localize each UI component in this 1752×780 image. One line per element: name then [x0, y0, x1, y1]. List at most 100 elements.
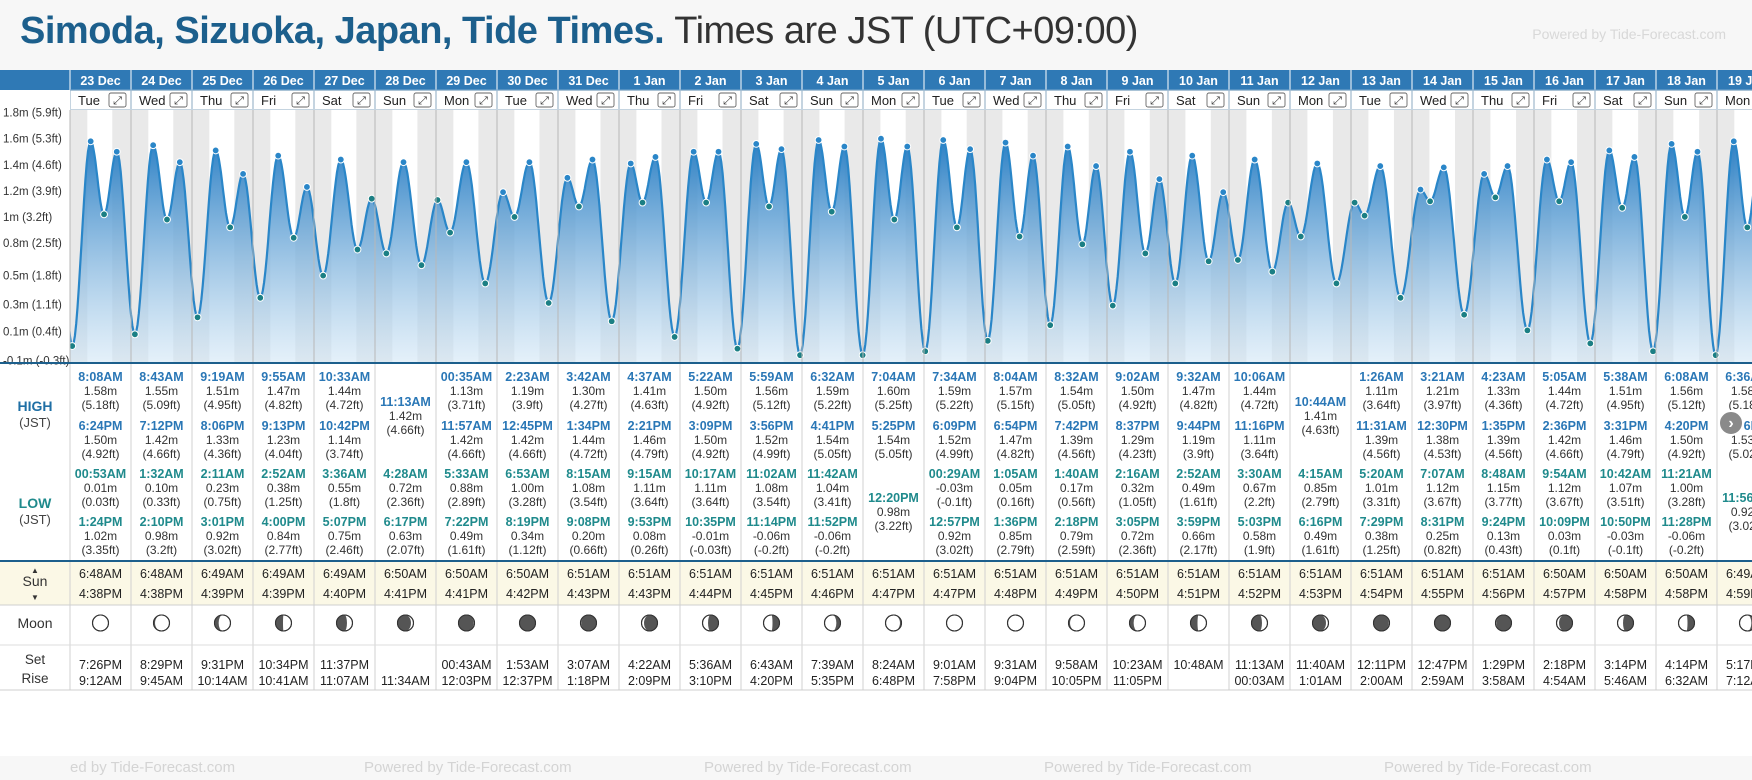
low-tide-time: 12:57PM: [929, 515, 980, 529]
expand-day-button[interactable]: [1511, 92, 1530, 108]
expand-day-button[interactable]: [169, 92, 188, 108]
low-tide-height: 0.92m: [206, 529, 239, 543]
low-tide-height: 0.34m: [511, 529, 544, 543]
low-tide-time: 1:36PM: [994, 515, 1038, 529]
high-tide-height: 1.44m: [1548, 384, 1581, 398]
expand-day-button[interactable]: [1328, 92, 1347, 108]
expand-icon: ⤢: [662, 95, 671, 107]
day-weekday: Thu: [200, 93, 222, 108]
high-tide-time: 3:56PM: [750, 419, 794, 433]
high-tide-height: 1.39m: [1060, 433, 1093, 447]
low-tide-point: [1108, 301, 1117, 310]
low-tide-height: 1.08m: [572, 481, 605, 495]
high-tide-height-ft: (4.82ft): [1179, 398, 1217, 412]
day-weekday: Mon: [1298, 93, 1323, 108]
high-tide-height-ft: (4.56ft): [1362, 447, 1400, 461]
moon-shadow: [1434, 615, 1451, 631]
expand-day-button[interactable]: [779, 92, 798, 108]
expand-day-button[interactable]: [718, 92, 737, 108]
expand-day-button[interactable]: [901, 92, 920, 108]
expand-day-button[interactable]: [1450, 92, 1469, 108]
expand-day-button[interactable]: [1389, 92, 1408, 108]
high-tide-height-ft: (4.66ft): [508, 447, 546, 461]
low-tide-time: 5:03PM: [1238, 515, 1282, 529]
expand-day-button[interactable]: [962, 92, 981, 108]
expand-day-button[interactable]: [230, 92, 249, 108]
expand-day-button[interactable]: [840, 92, 859, 108]
low-tide-height: 1.07m: [1609, 481, 1642, 495]
high-tide-height: 1.50m: [694, 433, 727, 447]
low-tide-point: [575, 202, 583, 211]
low-tide-height: -0.06m: [814, 529, 851, 543]
low-tide-time: 10:35PM: [685, 515, 736, 529]
moonset-time: 11:13AM: [1235, 658, 1284, 672]
moonrise-time: 3:58AM: [1482, 674, 1525, 688]
low-tide-height: -0.03m: [936, 481, 973, 495]
expand-day-button[interactable]: [596, 92, 615, 108]
sunset-time: 4:47PM: [872, 587, 915, 601]
sunset-time: 4:50PM: [1116, 587, 1159, 601]
high-tide-time: 11:57AM: [441, 419, 492, 433]
expand-icon: ⤢: [723, 95, 732, 107]
expand-day-button[interactable]: [1084, 92, 1103, 108]
high-tide-time: 11:13AM: [380, 395, 431, 409]
expand-day-button[interactable]: [1572, 92, 1591, 108]
expand-day-button[interactable]: [474, 92, 493, 108]
moon-shadow: [1686, 615, 1695, 631]
low-tide-height-ft: (3.64ft): [630, 495, 668, 509]
expand-day-button[interactable]: [1267, 92, 1286, 108]
low-tide-height-ft: (0.75ft): [203, 495, 241, 509]
y-axis-label: 1.8m (5.9ft): [3, 108, 62, 120]
high-tide-height-ft: (4.92ft): [1667, 447, 1705, 461]
high-tide-time: 1:26AM: [1359, 370, 1403, 384]
tide-chart-svg: 1.8m (5.9ft) 1.6m (5.3ft) 1.4m (4.6ft) 1.2m…: [0, 70, 1752, 760]
expand-day-button[interactable]: [108, 92, 127, 108]
expand-day-button[interactable]: [1023, 92, 1042, 108]
expand-day-button[interactable]: [352, 92, 371, 108]
date-header-row: [0, 70, 1752, 90]
expand-icon: ⤢: [1516, 95, 1525, 107]
expand-day-button[interactable]: [413, 92, 432, 108]
expand-day-button[interactable]: [657, 92, 676, 108]
sunset-time: 4:48PM: [994, 587, 1037, 601]
low-tide-time: 7:22PM: [445, 515, 489, 529]
day-date: 8 Jan: [1061, 74, 1093, 88]
moonrise-time: 9:45AM: [140, 674, 183, 688]
low-tide-point: [446, 228, 455, 237]
low-tide-height: 0.55m: [328, 481, 361, 495]
low-tide-time: 3:59PM: [1177, 515, 1221, 529]
low-tide-point: [765, 202, 773, 211]
high-tide-height: 1.47m: [1182, 384, 1215, 398]
day-date: 3 Jan: [756, 74, 788, 88]
expand-icon: ⤢: [174, 95, 183, 107]
high-tide-time: 8:32AM: [1054, 370, 1098, 384]
expand-day-button[interactable]: [1633, 92, 1652, 108]
expand-day-button[interactable]: [535, 92, 554, 108]
low-tide-time: 5:33AM: [444, 467, 488, 481]
low-tide-point: [1233, 256, 1242, 264]
y-axis-label: 0.5m (1.8ft): [3, 271, 62, 283]
high-tide-height-ft: (4.92ft): [691, 398, 729, 412]
expand-day-button[interactable]: [291, 92, 310, 108]
low-tide-height-ft: (0.16ft): [996, 495, 1034, 509]
scroll-right-button[interactable]: [1718, 410, 1744, 436]
expand-day-button[interactable]: [1145, 92, 1164, 108]
high-tide-point: [1188, 151, 1197, 160]
sunset-time: 4:59PM: [1726, 587, 1752, 601]
high-tide-height: 1.50m: [1670, 433, 1703, 447]
expand-day-button[interactable]: [1206, 92, 1225, 108]
high-tide-point: [274, 151, 283, 160]
low-tide-height: -0.06m: [1668, 529, 1705, 543]
high-tide-height-ft: (5.05ft): [813, 447, 851, 461]
day-weekday: Mon: [1725, 93, 1750, 108]
low-tide-height: 0.98m: [145, 529, 178, 543]
low-tide-height: 0.23m: [206, 481, 239, 495]
high-tide-point: [112, 147, 121, 156]
high-tide-height-ft: (5.18ft): [81, 398, 119, 412]
low-tide-time: 5:20AM: [1359, 467, 1403, 481]
day-date: 19 Jan: [1728, 74, 1752, 88]
low-tide-time: 9:24PM: [1482, 515, 1526, 529]
expand-day-button[interactable]: [1694, 92, 1713, 108]
moonset-time: 5:17PM: [1726, 658, 1752, 672]
moon-outline: [762, 614, 781, 632]
